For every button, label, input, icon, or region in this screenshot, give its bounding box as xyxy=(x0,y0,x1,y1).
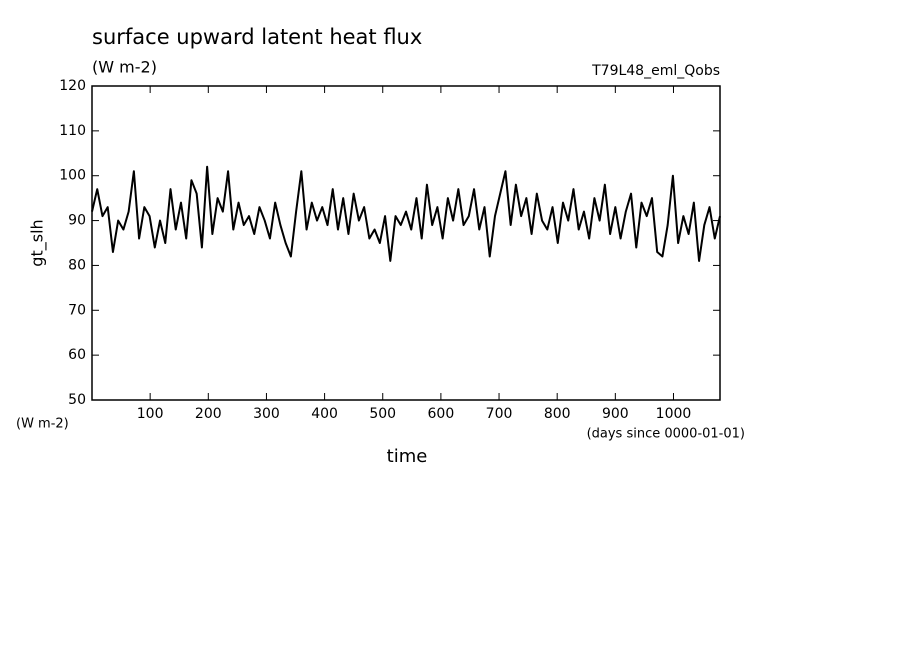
y-axis-label: gt_slh xyxy=(28,219,48,266)
chart-subtitle: (W m-2) xyxy=(92,58,157,77)
x-axis-label: time xyxy=(387,446,428,467)
x-tick-label: 1000 xyxy=(656,406,692,422)
y-units: (W m-2) xyxy=(16,417,69,432)
x-tick-label: 300 xyxy=(253,406,280,422)
y-tick-label: 80 xyxy=(68,257,86,273)
x-units: (days since 0000-01-01) xyxy=(587,427,745,442)
x-tick-label: 100 xyxy=(137,406,164,422)
data-line xyxy=(91,165,721,262)
x-tick-label: 800 xyxy=(544,406,571,422)
y-tick-label: 90 xyxy=(68,213,86,229)
x-tick-label: 500 xyxy=(369,406,396,422)
chart-title: surface upward latent heat flux xyxy=(92,25,422,49)
x-tick-label: 600 xyxy=(428,406,455,422)
annotation: T79L48_eml_Qobs xyxy=(591,63,720,79)
y-tick-label: 70 xyxy=(68,302,86,318)
y-tick-label: 60 xyxy=(68,347,86,363)
y-tick-label: 120 xyxy=(59,78,86,94)
x-tick-label: 200 xyxy=(195,406,222,422)
y-tick-label: 50 xyxy=(68,392,86,408)
x-tick-label: 900 xyxy=(602,406,629,422)
x-tick-label: 700 xyxy=(486,406,513,422)
plot-frame xyxy=(91,85,721,401)
x-tick-label: 400 xyxy=(311,406,338,422)
y-tick-label: 110 xyxy=(59,123,86,139)
y-tick-label: 100 xyxy=(59,168,86,184)
